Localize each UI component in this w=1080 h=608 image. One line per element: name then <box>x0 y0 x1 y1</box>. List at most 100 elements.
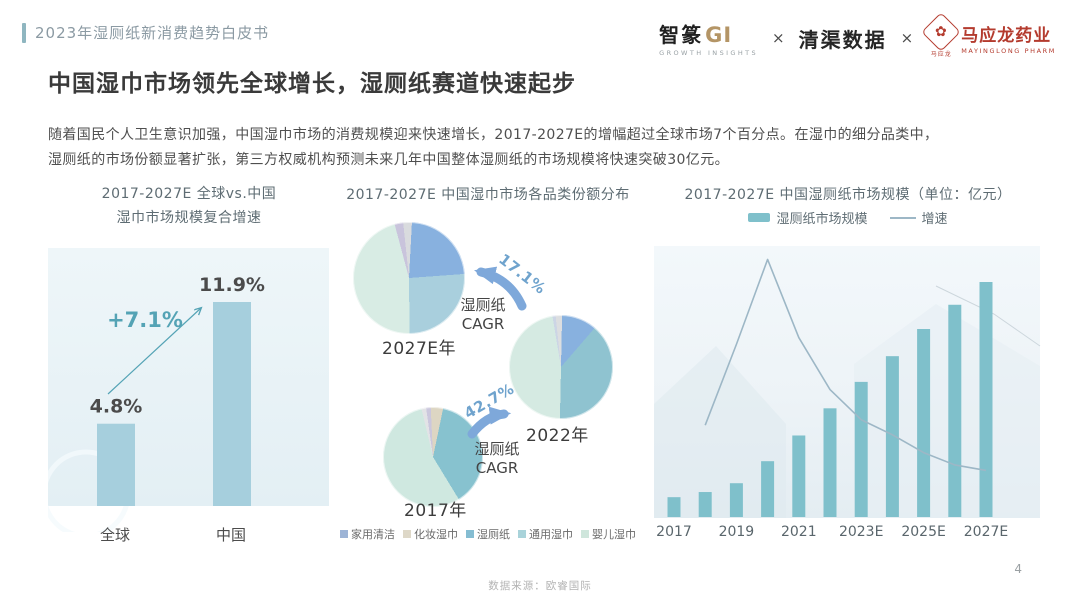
legend-item-湿厕纸: 湿厕纸 <box>466 526 510 542</box>
cagr-label-bottom-line2: CAGR <box>475 459 519 477</box>
cagr-label-top: 湿厕纸 CAGR <box>451 296 515 334</box>
legend-label: 化妆湿巾 <box>414 528 458 541</box>
legend-item-growth: 增速 <box>889 208 948 227</box>
zhizhuan-wordmark: 智篆 <box>659 23 704 47</box>
x-label-global: 全球 <box>99 526 130 544</box>
chart-title-left-line2: 湿巾市场规模复合增速 <box>116 210 262 226</box>
bar-value-label: 11.9% <box>199 274 265 296</box>
pie-2017 <box>383 407 483 507</box>
bar-2017 <box>667 497 681 517</box>
legend-label: 通用湿巾 <box>529 528 573 541</box>
mayinglong-seal-text: 马应龙 <box>930 51 952 58</box>
bar-2022 <box>823 408 837 517</box>
growth-arrow <box>107 308 201 395</box>
accent-bar <box>22 22 26 43</box>
combo-chart-canvas: 2017 2019 2021 2023E 2025E 2027E <box>654 246 1041 540</box>
logo-strip: 智篆 GI GROWTH INSIGHTS × 清渠数据 × ✿ 马应龙 马应龙… <box>659 12 1056 58</box>
mayinglong-wordmark: 马应龙药业 <box>961 26 1052 46</box>
bar-2023E <box>854 381 868 517</box>
legend-label: 家用清洁 <box>351 528 395 541</box>
pie-label-2022: 2022年 <box>526 426 589 446</box>
chart-category-share: 2017-2027E 中国湿巾市场各品类份额分布 17.1% 湿厕纸 CAGR … <box>338 178 638 570</box>
legend-label: 婴儿湿巾 <box>592 528 636 541</box>
x-tick-2017: 2017 <box>656 524 692 540</box>
legend-item-婴儿湿巾: 婴儿湿巾 <box>581 526 636 542</box>
legend-item-market-size: 湿厕纸市场规模 <box>748 208 868 227</box>
body-text-line1: 随着国民个人卫生意识加强，中国湿巾市场的消费规模迎来快速增长，2017-2027… <box>48 127 939 143</box>
cagr-percent-2022-2027: 17.1% <box>495 250 550 298</box>
combo-legend: 湿厕纸市场规模 增速 <box>652 208 1044 227</box>
mayinglong-subtitle: MAYINGLONG PHARM <box>961 47 1056 55</box>
bar-value-label: 4.8% <box>90 396 143 418</box>
legend-swatch <box>581 530 589 538</box>
pie-label-2017: 2017年 <box>404 501 467 521</box>
legend-swatch <box>466 530 474 538</box>
cagr-label-bottom: 湿厕纸 CAGR <box>465 440 529 478</box>
legend-label-growth: 增速 <box>921 212 948 227</box>
chart-title-right: 2017-2027E 中国湿厕纸市场规模（单位：亿元） <box>684 187 1012 203</box>
bar-swatch <box>748 213 771 222</box>
pie-legend: 家用清洁 化妆湿巾 湿厕纸 通用湿巾 婴儿湿巾 <box>338 526 638 542</box>
line-swatch <box>889 216 916 219</box>
chart-title-left-line1: 2017-2027E 全球vs.中国 <box>101 186 277 202</box>
bg-mountain-right <box>854 304 1040 518</box>
legend-item-家用清洁: 家用清洁 <box>340 526 395 542</box>
x-tick-2023E: 2023E <box>839 524 883 540</box>
bar-2027E <box>979 282 993 517</box>
zhizhuan-logo: 智篆 GI GROWTH INSIGHTS <box>659 19 758 57</box>
chart-global-vs-china: 2017-2027E 全球vs.中国 湿巾市场规模复合增速 4.8% 11.9% +… <box>48 178 330 562</box>
bar-2024E <box>885 356 899 517</box>
cagr-label-top-line1: 湿厕纸 <box>460 296 506 314</box>
legend-label-market-size: 湿厕纸市场规模 <box>776 212 868 227</box>
x-tick-2025E: 2025E <box>901 524 945 540</box>
bar-2025E <box>917 329 931 517</box>
pie-2027e <box>353 222 465 334</box>
x-tick-2019: 2019 <box>719 524 755 540</box>
bar-2020 <box>761 461 775 517</box>
bar-2021 <box>792 435 806 517</box>
header: 2023年湿厕纸新消费趋势白皮书 智篆 GI GROWTH INSIGHTS ×… <box>22 12 1056 58</box>
page-number: 4 <box>1014 562 1022 576</box>
x-tick-2027E: 2027E <box>964 524 1008 540</box>
zhizhuan-gi-mark: GI <box>705 23 733 47</box>
left-chart-bg <box>48 248 329 506</box>
body-text-line2: 湿厕纸的市场份额显著扩张，第三方权威机构预测未来几年中国整体湿厕纸的市场规模将快… <box>48 152 730 168</box>
legend-swatch <box>340 530 348 538</box>
cagr-label-bottom-line1: 湿厕纸 <box>474 440 520 458</box>
growth-rate-line <box>704 258 987 472</box>
chart-title-left: 2017-2027E 全球vs.中国 湿巾市场规模复合增速 <box>48 182 330 230</box>
bg-mountain-left <box>654 346 786 518</box>
chart-title-middle: 2017-2027E 中国湿巾市场各品类份额分布 <box>346 187 630 203</box>
qingqu-logo: 清渠数据 <box>798 27 887 52</box>
breadcrumb-text: 2023年湿厕纸新消费趋势白皮书 <box>35 24 270 42</box>
bar-2026E <box>948 304 962 517</box>
x-tick-2021: 2021 <box>781 524 817 540</box>
legend-label: 湿厕纸 <box>477 528 510 541</box>
cagr-percent-2017-2022: 42.7% <box>461 379 518 423</box>
bar-全球 <box>97 423 135 506</box>
bg-ridge-line <box>935 285 1041 347</box>
data-source: 数据来源：欧睿国际 <box>488 580 592 592</box>
x-label-china: 中国 <box>215 526 246 544</box>
legend-swatch <box>518 530 526 538</box>
delta-label: +7.1% <box>107 308 183 332</box>
bar-2018 <box>698 492 712 517</box>
bar-chart-canvas: 4.8% 11.9% +7.1% <box>48 248 329 532</box>
pie-2022 <box>509 315 613 419</box>
chart-wet-toilet-paper-market: 2017-2027E 中国湿厕纸市场规模（单位：亿元） 湿厕纸市场规模 增速 2… <box>652 178 1044 570</box>
legend-item-通用湿巾: 通用湿巾 <box>518 526 573 542</box>
legend-item-化妆湿巾: 化妆湿巾 <box>403 526 458 542</box>
bar-2019 <box>729 483 743 517</box>
cagr-label-top-line2: CAGR <box>461 315 505 333</box>
page-title: 中国湿巾市场领先全球增长，湿厕纸赛道快速起步 <box>48 71 576 97</box>
mayinglong-seal-icon: ✿ 马应龙 <box>921 12 962 58</box>
pie-label-2027e: 2027E年 <box>382 339 457 359</box>
cross-separator: × <box>900 29 914 47</box>
zhizhuan-subtitle: GROWTH INSIGHTS <box>659 49 759 57</box>
legend-swatch <box>403 530 411 538</box>
cross-separator: × <box>772 29 785 47</box>
bar-中国 <box>213 302 251 506</box>
mayinglong-logo: ✿ 马应龙 马应龙药业 MAYINGLONG PHARM <box>921 12 1056 58</box>
breadcrumb: 2023年湿厕纸新消费趋势白皮书 <box>22 22 269 43</box>
